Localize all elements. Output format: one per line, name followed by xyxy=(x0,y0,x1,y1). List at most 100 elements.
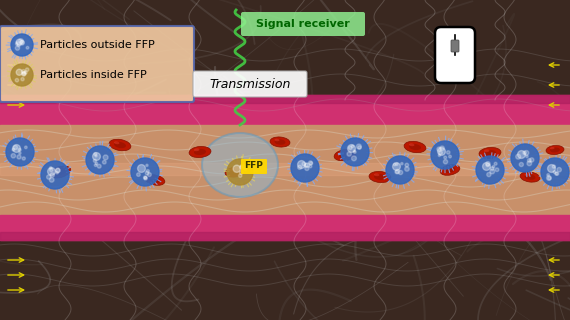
Circle shape xyxy=(15,43,18,45)
Ellipse shape xyxy=(145,175,165,185)
Circle shape xyxy=(349,146,352,150)
Circle shape xyxy=(431,141,459,169)
Ellipse shape xyxy=(149,177,160,183)
Circle shape xyxy=(239,171,243,174)
Circle shape xyxy=(137,164,145,172)
Circle shape xyxy=(18,39,23,44)
Circle shape xyxy=(148,173,151,177)
Circle shape xyxy=(527,159,531,162)
Circle shape xyxy=(341,138,369,166)
Circle shape xyxy=(144,177,146,179)
Circle shape xyxy=(548,164,555,172)
Ellipse shape xyxy=(409,143,414,146)
Circle shape xyxy=(439,151,442,155)
Circle shape xyxy=(476,156,504,184)
Circle shape xyxy=(352,156,356,161)
Circle shape xyxy=(137,173,140,176)
Circle shape xyxy=(398,170,403,175)
Bar xyxy=(0,215,570,240)
Circle shape xyxy=(490,169,495,174)
Bar xyxy=(0,125,570,215)
Circle shape xyxy=(17,44,20,47)
Circle shape xyxy=(16,39,22,45)
Ellipse shape xyxy=(520,172,540,182)
Circle shape xyxy=(56,172,58,174)
Circle shape xyxy=(444,156,447,159)
Ellipse shape xyxy=(230,169,234,171)
Circle shape xyxy=(13,145,21,152)
Circle shape xyxy=(298,165,302,169)
Bar xyxy=(0,232,570,240)
Circle shape xyxy=(95,155,97,157)
Circle shape xyxy=(20,41,25,45)
Bar xyxy=(0,95,570,125)
Circle shape xyxy=(86,146,114,174)
Circle shape xyxy=(446,151,450,154)
Ellipse shape xyxy=(369,172,391,183)
Bar xyxy=(0,163,570,175)
Ellipse shape xyxy=(189,147,211,157)
Circle shape xyxy=(16,42,18,44)
Circle shape xyxy=(386,156,414,184)
Circle shape xyxy=(41,161,69,189)
Circle shape xyxy=(395,170,398,174)
Circle shape xyxy=(449,155,451,158)
Circle shape xyxy=(146,164,148,166)
FancyBboxPatch shape xyxy=(435,27,475,83)
Ellipse shape xyxy=(374,173,380,176)
Circle shape xyxy=(94,153,97,156)
Circle shape xyxy=(15,78,19,82)
Ellipse shape xyxy=(445,167,455,173)
Circle shape xyxy=(6,138,34,166)
Circle shape xyxy=(11,34,33,56)
Circle shape xyxy=(518,151,526,158)
Circle shape xyxy=(298,161,306,168)
Circle shape xyxy=(22,69,26,73)
Text: Particles outside FFP: Particles outside FFP xyxy=(40,40,154,50)
Circle shape xyxy=(304,163,308,167)
Circle shape xyxy=(103,155,108,160)
Circle shape xyxy=(486,164,489,167)
Ellipse shape xyxy=(275,139,286,145)
Ellipse shape xyxy=(54,168,59,171)
Circle shape xyxy=(11,64,33,86)
Circle shape xyxy=(144,177,147,180)
Circle shape xyxy=(22,72,26,76)
Circle shape xyxy=(393,163,400,171)
Circle shape xyxy=(547,176,551,180)
Ellipse shape xyxy=(484,150,496,156)
Circle shape xyxy=(530,158,534,162)
Circle shape xyxy=(358,146,361,149)
Circle shape xyxy=(523,151,526,155)
Ellipse shape xyxy=(275,139,279,141)
Circle shape xyxy=(14,146,18,149)
Circle shape xyxy=(548,176,551,180)
Circle shape xyxy=(11,154,15,158)
Circle shape xyxy=(526,155,528,158)
Circle shape xyxy=(396,169,400,174)
Circle shape xyxy=(227,159,253,185)
Circle shape xyxy=(302,162,306,166)
Circle shape xyxy=(437,147,441,151)
Circle shape xyxy=(527,161,532,166)
Ellipse shape xyxy=(546,146,564,155)
Circle shape xyxy=(245,166,247,169)
FancyBboxPatch shape xyxy=(193,71,307,97)
Circle shape xyxy=(131,158,159,186)
Circle shape xyxy=(22,72,26,76)
Ellipse shape xyxy=(339,152,351,158)
Circle shape xyxy=(17,155,21,159)
Circle shape xyxy=(356,144,361,149)
Circle shape xyxy=(309,165,312,168)
Circle shape xyxy=(557,167,561,172)
Circle shape xyxy=(16,69,22,75)
Circle shape xyxy=(438,148,445,156)
Circle shape xyxy=(145,171,149,175)
Ellipse shape xyxy=(225,167,245,177)
Circle shape xyxy=(353,150,356,152)
Circle shape xyxy=(487,172,491,177)
Circle shape xyxy=(516,154,520,159)
Ellipse shape xyxy=(194,148,199,151)
Circle shape xyxy=(511,144,539,172)
Circle shape xyxy=(547,174,549,176)
